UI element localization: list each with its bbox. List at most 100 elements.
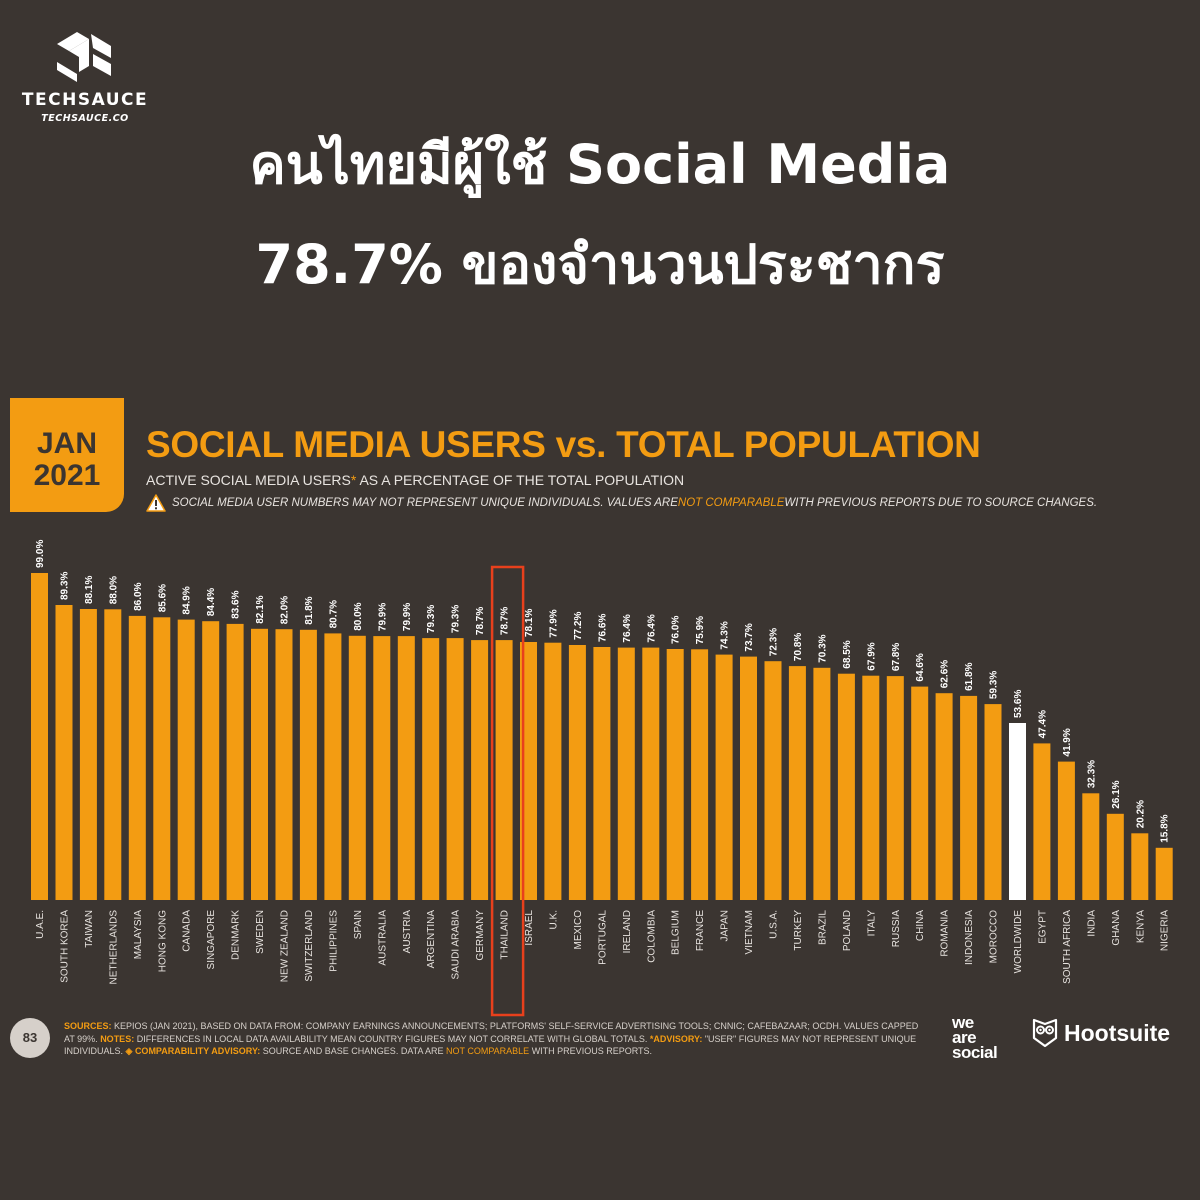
- category-label: SWITZERLAND: [304, 910, 315, 982]
- bar-russia: [886, 676, 904, 900]
- brand-url: TECHSAUCE.CO: [41, 113, 129, 124]
- hootsuite-text: Hootsuite: [1064, 1019, 1171, 1046]
- chart-subtitle: ACTIVE SOCIAL MEDIA USERS* AS A PERCENTA…: [146, 472, 684, 488]
- bar-new-zealand: [275, 629, 293, 900]
- hootsuite-logo: Hootsuite: [1032, 1018, 1170, 1048]
- bar-u-k: [544, 642, 562, 900]
- not-comparable-text: NOT COMPARABLE: [446, 1046, 530, 1056]
- bar-canada: [177, 619, 195, 900]
- was-word-1: we: [952, 1013, 974, 1032]
- value-label: 70.3%: [817, 634, 828, 662]
- warning-text-2: WITH PREVIOUS REPORTS DUE TO SOURCE CHAN…: [784, 497, 1098, 509]
- footer-notes: SOURCES: KEPIOS (JAN 2021), BASED ON DAT…: [64, 1020, 924, 1058]
- bar-philippines: [324, 633, 342, 900]
- category-label: SOUTH AFRICA: [1062, 910, 1073, 984]
- comparability-text: SOURCE AND BASE CHANGES. DATA ARE: [260, 1046, 446, 1056]
- category-label: CHINA: [915, 910, 926, 941]
- category-label: U.A.E.: [35, 910, 46, 939]
- bar-south-korea: [55, 605, 73, 900]
- category-label: ARGENTINA: [426, 910, 437, 969]
- bar-germany: [471, 640, 489, 900]
- value-label: 88.1%: [84, 576, 95, 604]
- value-label: 76.4%: [622, 614, 633, 642]
- bar-thailand: [495, 640, 513, 900]
- value-label: 82.1%: [255, 595, 266, 623]
- category-label: TURKEY: [793, 910, 804, 951]
- bar-egypt: [1033, 743, 1051, 900]
- bar-kenya: [1131, 833, 1149, 900]
- bar-netherlands: [104, 609, 122, 900]
- techsauce-logo-icon: [57, 32, 111, 82]
- date-badge: JAN 2021: [10, 398, 124, 512]
- bar-japan: [715, 654, 733, 900]
- bar-taiwan: [79, 609, 97, 900]
- category-label: AUSTRIA: [402, 910, 413, 954]
- category-label: BELGIUM: [671, 910, 682, 955]
- category-label: ROMANIA: [940, 910, 951, 957]
- value-label: 79.9%: [377, 603, 388, 631]
- bar-mexico: [568, 645, 586, 900]
- value-label: 82.0%: [280, 596, 291, 624]
- bar-south-africa: [1057, 761, 1075, 900]
- bar-u-a-e: [31, 573, 48, 900]
- category-label: NEW ZEALAND: [280, 910, 291, 982]
- bar-australia: [373, 636, 391, 900]
- category-label: KENYA: [1135, 910, 1146, 943]
- bar-ireland: [617, 647, 635, 900]
- category-label: VIETNAM: [744, 910, 755, 954]
- bar-u-s-a: [764, 661, 782, 900]
- value-label: 70.8%: [793, 633, 804, 661]
- chart-subtitle-asterisk: *: [350, 472, 357, 488]
- category-label: AUSTRALIA: [377, 910, 388, 966]
- value-label: 61.8%: [964, 662, 975, 690]
- bar-turkey: [788, 666, 806, 900]
- value-label: 78.7%: [500, 607, 511, 635]
- sources-text: KEPIOS (JAN 2021), BASED ON DATA FROM: C…: [64, 1021, 919, 1044]
- advisory-label: *ADVISORY:: [649, 1033, 703, 1044]
- category-label: COLOMBIA: [646, 910, 657, 963]
- category-label: ISRAEL: [524, 910, 535, 946]
- value-label: 73.7%: [744, 623, 755, 651]
- category-label: GHANA: [1111, 910, 1122, 946]
- category-label: CANADA: [182, 910, 193, 952]
- notes-label: NOTES:: [100, 1033, 135, 1044]
- value-label: 74.3%: [720, 621, 731, 649]
- brand-logo-block: TECHSAUCE TECHSAUCE.CO: [18, 26, 152, 124]
- chart-subtitle-main: ACTIVE SOCIAL MEDIA USERS: [146, 472, 351, 488]
- bar-belgium: [666, 649, 684, 900]
- bar-india: [1082, 793, 1100, 900]
- chart-subtitle-rest: AS A PERCENTAGE OF THE TOTAL POPULATION: [356, 472, 685, 488]
- category-label: INDONESIA: [964, 910, 975, 965]
- bar-spain: [348, 635, 366, 900]
- value-label: 76.0%: [671, 616, 682, 644]
- category-label: SPAIN: [353, 910, 364, 939]
- category-label: EGYPT: [1037, 910, 1048, 944]
- category-label: IRELAND: [622, 910, 633, 953]
- bar-ghana: [1106, 813, 1124, 900]
- category-label: DENMARK: [231, 910, 242, 960]
- bar-romania: [935, 693, 953, 900]
- category-label: JAPAN: [720, 910, 731, 942]
- value-label: 80.0%: [353, 602, 364, 630]
- value-label: 83.6%: [231, 590, 242, 618]
- bar-indonesia: [960, 695, 978, 900]
- value-label: 68.5%: [842, 640, 853, 668]
- category-label: RUSSIA: [891, 910, 902, 948]
- warning-text-1: SOCIAL MEDIA USER NUMBERS MAY NOT REPRES…: [172, 497, 678, 509]
- category-label: SAUDI ARABIA: [451, 910, 462, 980]
- warning-highlight: NOT COMPARABLE: [677, 497, 785, 509]
- value-label: 86.0%: [133, 582, 144, 610]
- value-label: 79.3%: [451, 605, 462, 633]
- bar-denmark: [226, 623, 244, 900]
- value-label: 41.9%: [1062, 728, 1073, 756]
- category-label: ITALY: [866, 910, 877, 937]
- category-label: SOUTH KOREA: [60, 910, 71, 983]
- category-label: FRANCE: [695, 910, 706, 951]
- bar-poland: [837, 673, 855, 900]
- was-word-3: social: [952, 1043, 998, 1062]
- value-label: 76.4%: [646, 614, 657, 642]
- value-label: 77.9%: [548, 609, 559, 637]
- category-label: U.K.: [548, 910, 559, 929]
- category-label: BRAZIL: [817, 910, 828, 945]
